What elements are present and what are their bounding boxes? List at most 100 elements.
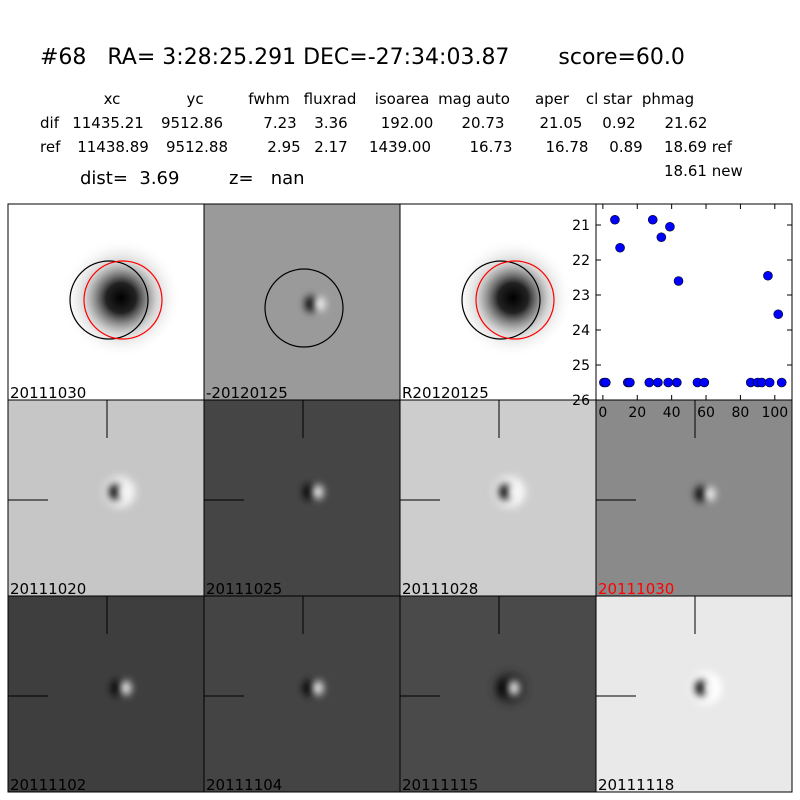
image-panel: R20120125 xyxy=(399,203,597,402)
z-value: z= nan xyxy=(229,168,305,189)
panel-label: -20120125 xyxy=(206,384,288,402)
panel-bg xyxy=(595,399,793,597)
col-header: mag auto xyxy=(438,90,510,108)
point xyxy=(610,214,620,225)
dipole-neg xyxy=(303,484,315,500)
image-panel: 20111104 xyxy=(203,595,401,794)
plot-bg xyxy=(595,203,793,401)
row-label: ref xyxy=(40,138,61,156)
point xyxy=(615,242,625,253)
x-tick-label: 100 xyxy=(761,405,788,421)
col-header: isoarea xyxy=(375,90,430,108)
cell: 2.95 xyxy=(267,138,300,156)
image-panel: 20111030 xyxy=(595,399,793,598)
panel-label: 20111025 xyxy=(206,580,282,598)
dipole-pos xyxy=(313,485,323,499)
aperture xyxy=(461,260,541,340)
panel-label: 20111030 xyxy=(10,384,86,402)
point xyxy=(763,270,773,281)
image-panel: 20111020 xyxy=(7,399,205,598)
panel-bg xyxy=(203,399,401,597)
dipole-pos xyxy=(315,297,325,311)
x-tick-label: 40 xyxy=(663,405,681,421)
x-tick-label: 80 xyxy=(732,405,750,421)
point xyxy=(647,214,658,225)
cell: 16.73 xyxy=(470,138,513,156)
aperture xyxy=(69,260,149,340)
cell: 9512.86 xyxy=(161,114,223,132)
dipole-neg xyxy=(499,680,511,696)
col-header: yc xyxy=(186,90,203,108)
cell: 18.69 ref xyxy=(664,138,733,156)
aperture xyxy=(83,260,163,340)
cell: 11435.21 xyxy=(72,114,144,132)
y-tick-label: 21 xyxy=(572,218,590,234)
table: xc yc fwhm fluxrad isoarea mag auto aper… xyxy=(40,90,733,156)
point xyxy=(644,377,655,388)
cell: 16.78 xyxy=(546,138,589,156)
dipole-neg xyxy=(109,484,121,500)
cell: 9512.88 xyxy=(166,138,228,156)
col-header: aper xyxy=(535,90,570,108)
dipole-neg xyxy=(695,680,707,696)
image-panel: 20111025 xyxy=(203,399,401,598)
image-panel: 20111028 xyxy=(399,399,597,598)
y-tick-label: 23 xyxy=(572,288,590,304)
point xyxy=(625,377,635,388)
point xyxy=(673,276,684,286)
row-label: dif xyxy=(40,114,60,132)
col-header: cl star xyxy=(586,90,633,108)
panel-label: 20111118 xyxy=(598,776,674,794)
source xyxy=(61,238,181,358)
source xyxy=(453,238,573,358)
panel-label: 20111102 xyxy=(10,776,86,794)
panel-label: 20111020 xyxy=(10,580,86,598)
aperture xyxy=(264,268,344,348)
cell: 20.73 xyxy=(462,114,505,132)
image-panel: -20120125 xyxy=(203,203,401,402)
point xyxy=(653,377,663,388)
panel-label: 20111028 xyxy=(402,580,478,598)
y-tick-label: 25 xyxy=(572,358,590,374)
dipole-pos xyxy=(119,485,129,499)
point xyxy=(663,377,674,388)
point xyxy=(773,309,784,320)
col-header: fwhm xyxy=(248,90,289,108)
y-tick-label: 22 xyxy=(572,253,590,269)
image-panel: 20111030 xyxy=(7,203,205,402)
panel-grid: 20111030 -20120125 R20120125 20111020 201110… xyxy=(7,203,793,794)
dipole-pos xyxy=(705,487,715,501)
dipole-neg xyxy=(303,680,315,696)
cell: 3.36 xyxy=(314,114,347,132)
cell: 21.62 xyxy=(665,114,708,132)
point xyxy=(600,377,611,388)
cell: 21.05 xyxy=(540,114,583,132)
dipole-pos xyxy=(705,681,715,695)
dipole-pos xyxy=(509,485,519,499)
cell: 192.00 xyxy=(381,114,434,132)
dipole-neg xyxy=(111,680,123,696)
cell: 1439.00 xyxy=(369,138,431,156)
y-tick-label: 26 xyxy=(572,393,590,409)
x-tick-label: 60 xyxy=(697,405,715,421)
panel-label: R20120125 xyxy=(402,384,489,402)
point xyxy=(699,377,710,388)
y-tick-label: 24 xyxy=(572,323,590,339)
cell: 0.89 xyxy=(609,138,642,156)
cell: 2.17 xyxy=(314,138,347,156)
point xyxy=(776,377,787,388)
point xyxy=(656,232,667,243)
dipole-pos xyxy=(313,681,323,695)
dipole-pos xyxy=(121,681,131,695)
col-header: fluxrad xyxy=(304,90,357,108)
dipole-neg xyxy=(305,296,317,312)
cell: 7.23 xyxy=(263,114,296,132)
panel-label: 20111030 xyxy=(598,580,674,598)
new-mag: 18.61 new xyxy=(664,162,743,180)
cell: 0.92 xyxy=(602,114,635,132)
panel-label: 20111115 xyxy=(402,776,478,794)
dipole-pos xyxy=(509,681,519,695)
image-panel: 20111102 xyxy=(7,595,205,794)
x-tick-label: 0 xyxy=(598,405,607,421)
